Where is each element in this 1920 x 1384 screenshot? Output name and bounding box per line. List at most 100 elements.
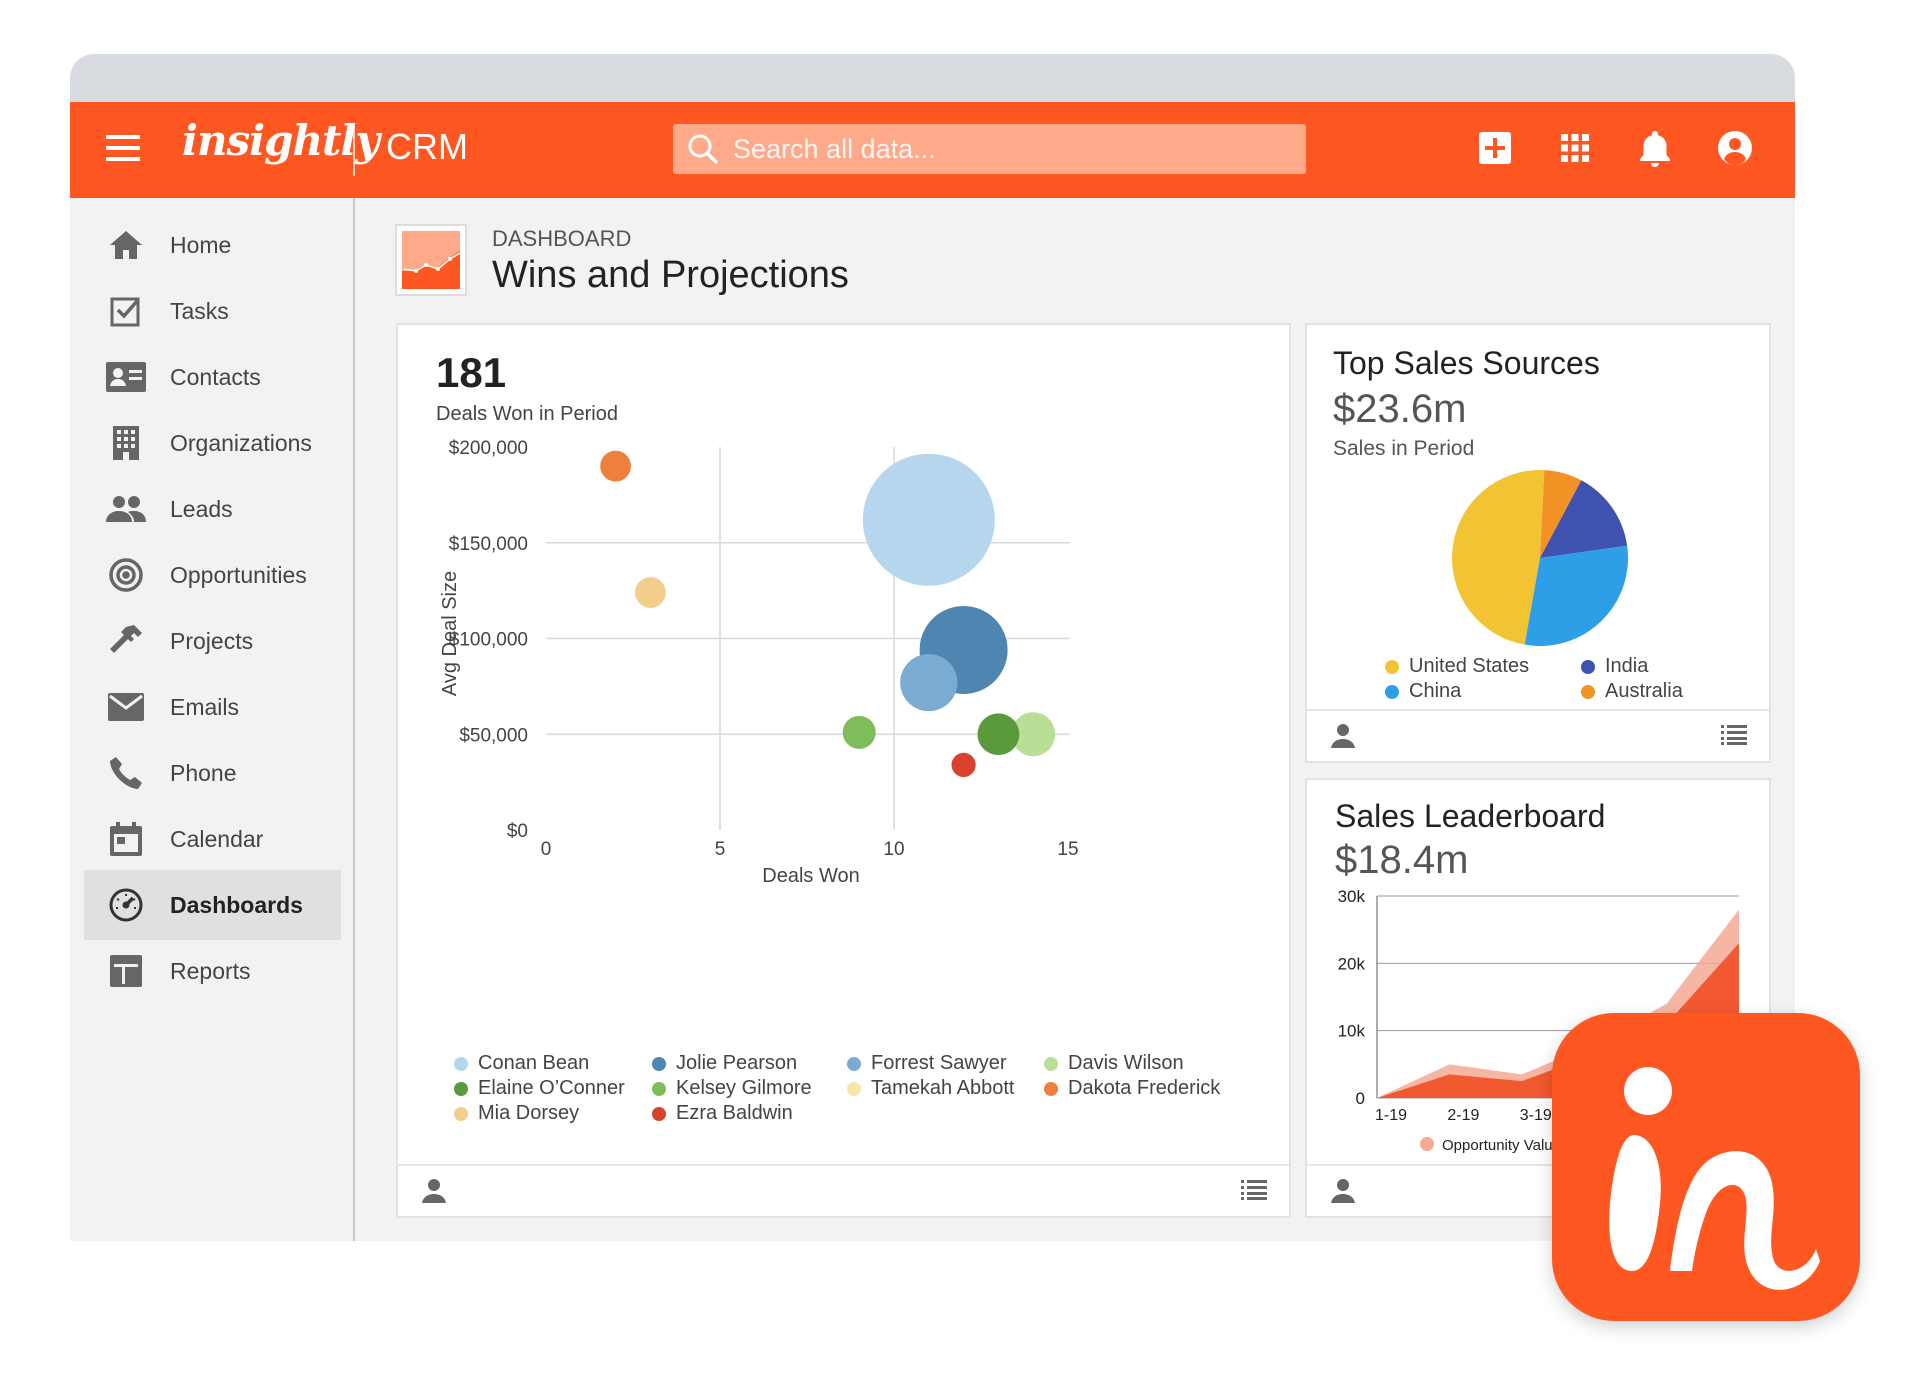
- topbar-divider: [353, 124, 355, 176]
- legend-item-india[interactable]: India: [1581, 655, 1648, 678]
- legend-item-jolie-pearson[interactable]: Jolie Pearson: [652, 1052, 797, 1075]
- search-box[interactable]: [673, 124, 1306, 174]
- pie-slice-australia[interactable]: [1540, 470, 1582, 558]
- account-icon[interactable]: [1715, 128, 1755, 168]
- sales-sources-label: Sales in Period: [1333, 437, 1475, 460]
- user-icon[interactable]: [1329, 1178, 1357, 1204]
- sidebar-item-label: Tasks: [170, 297, 229, 324]
- legend-label: Mia Dorsey: [478, 1102, 580, 1124]
- legend-swatch: [1044, 1056, 1058, 1071]
- sidebar-item-label: Home: [170, 231, 232, 258]
- card-footer: [1307, 709, 1769, 761]
- pie-slice-united-states[interactable]: [1452, 470, 1545, 645]
- x-tick-label: 2-19: [1447, 1107, 1479, 1124]
- bubble-forrest-sawyer[interactable]: [900, 653, 958, 712]
- search-icon: [688, 134, 718, 164]
- x-axis-label: Deals Won: [762, 865, 859, 887]
- sidebar-item-emails[interactable]: Emails: [84, 672, 341, 742]
- legend-swatch: [1581, 684, 1595, 699]
- sidebar-item-label: Emails: [170, 693, 240, 720]
- sidebar-item-tasks[interactable]: Tasks: [84, 276, 341, 346]
- search-input[interactable]: [733, 133, 1273, 165]
- bell-icon[interactable]: [1635, 128, 1675, 168]
- dashboards-icon: [104, 883, 148, 927]
- legend-label: United States: [1409, 655, 1530, 677]
- bubble-dakota-frederick[interactable]: [600, 450, 631, 482]
- leads-icon: [104, 487, 148, 531]
- y-tick-label: $0: [507, 821, 528, 842]
- bubble-mia-dorsey[interactable]: [635, 577, 666, 608]
- legend-item-elaine-o-conner[interactable]: Elaine O’Conner: [454, 1077, 625, 1100]
- sidebar-item-reports[interactable]: Reports: [84, 936, 341, 1006]
- legend-item-conan-bean[interactable]: Conan Bean: [454, 1052, 589, 1075]
- top-bar: insightly CRM: [70, 102, 1795, 198]
- organizations-icon: [104, 421, 148, 465]
- bubble-davis-wilson[interactable]: [1011, 712, 1056, 757]
- sidebar-item-label: Projects: [170, 627, 254, 654]
- top-sales-sources-card: Top Sales Sources $23.6m Sales in Period…: [1305, 323, 1771, 763]
- insightly-in-logo: [1609, 1067, 1820, 1290]
- sidebar-item-label: Phone: [170, 759, 237, 786]
- legend-item-australia[interactable]: Australia: [1581, 680, 1683, 703]
- menu-icon[interactable]: [106, 135, 140, 163]
- legend-label: Dakota Frederick: [1068, 1077, 1221, 1099]
- x-tick-label: 3-19: [1520, 1107, 1552, 1124]
- card-footer: [1307, 1164, 1769, 1216]
- legend-item-kelsey-gilmore[interactable]: Kelsey Gilmore: [652, 1077, 812, 1100]
- bubble-ezra-baldwin[interactable]: [951, 752, 976, 777]
- bubble-conan-bean[interactable]: [862, 453, 995, 586]
- sidebar-item-contacts[interactable]: Contacts: [84, 342, 341, 412]
- legend-label: Australia: [1605, 680, 1683, 702]
- card-title: Top Sales Sources: [1333, 345, 1600, 381]
- bubble-chart: $0 $50,000 $100,000 $150,000 $200,000 0 5 10 15 D…: [439, 438, 1079, 887]
- x-tick-label: 5: [715, 839, 726, 860]
- y-tick-label: 20k: [1338, 954, 1366, 973]
- sidebar-item-leads[interactable]: Leads: [84, 474, 341, 544]
- user-icon[interactable]: [1329, 723, 1357, 749]
- legend-label: Elaine O’Conner: [478, 1077, 625, 1099]
- legend-label: Kelsey Gilmore: [676, 1077, 812, 1099]
- list-icon[interactable]: [1241, 1180, 1267, 1200]
- sidebar-item-calendar[interactable]: Calendar: [84, 804, 341, 874]
- sidebar-item-label: Leads: [170, 495, 233, 522]
- legend-item-davis-wilson[interactable]: Davis Wilson: [1044, 1052, 1184, 1075]
- user-icon[interactable]: [420, 1178, 448, 1204]
- bubble-elaine-o-conner[interactable]: [977, 713, 1020, 756]
- pie-slice-china[interactable]: [1524, 545, 1628, 646]
- tasks-icon: [104, 289, 148, 333]
- main-content: DASHBOARD Wins and Projections 181 Deals…: [357, 198, 1795, 1241]
- app-window: insightly CRM Home: [70, 54, 1795, 1241]
- x-tick-label: 0: [541, 839, 552, 860]
- sidebar-item-home[interactable]: Home: [84, 210, 341, 280]
- contacts-icon: [104, 355, 148, 399]
- legend-item-dakota-frederick[interactable]: Dakota Frederick: [1044, 1077, 1220, 1100]
- sidebar: Home Tasks Contacts Organizations Leads …: [70, 198, 355, 1241]
- topbar-actions: [1475, 128, 1755, 168]
- window-titlebar: [70, 54, 1795, 102]
- list-icon[interactable]: [1721, 725, 1747, 745]
- sidebar-item-label: Organizations: [170, 429, 312, 456]
- sidebar-item-projects[interactable]: Projects: [84, 606, 341, 676]
- legend-item-china[interactable]: China: [1385, 680, 1461, 703]
- sidebar-item-opportunities[interactable]: Opportunities: [84, 540, 341, 610]
- sidebar-item-label: Contacts: [170, 363, 261, 390]
- legend-item-mia-dorsey[interactable]: Mia Dorsey: [454, 1102, 579, 1125]
- sidebar-item-dashboards[interactable]: Dashboards: [84, 870, 341, 940]
- legend-item-tamekah-abbott[interactable]: Tamekah Abbott: [847, 1077, 1014, 1100]
- add-icon[interactable]: [1475, 128, 1515, 168]
- legend-item-ezra-baldwin[interactable]: Ezra Baldwin: [652, 1102, 793, 1125]
- y-tick-label: 0: [1356, 1089, 1365, 1108]
- legend-swatch: [454, 1106, 468, 1121]
- pie-slice-india[interactable]: [1540, 480, 1628, 558]
- legend-swatch: [1581, 659, 1595, 674]
- legend-item-forrest-sawyer[interactable]: Forrest Sawyer: [847, 1052, 1007, 1075]
- sidebar-item-phone[interactable]: Phone: [84, 738, 341, 808]
- sidebar-item-organizations[interactable]: Organizations: [84, 408, 341, 478]
- apps-grid-icon[interactable]: [1555, 128, 1595, 168]
- legend-label: Opportunity Valu: [1442, 1137, 1553, 1154]
- legend-label: China: [1409, 680, 1462, 702]
- bubble-kelsey-gilmore[interactable]: [842, 715, 876, 749]
- legend-item-united-states[interactable]: United States: [1385, 655, 1529, 678]
- deals-won-label: Deals Won in Period: [436, 403, 618, 425]
- legend-label: India: [1605, 655, 1649, 677]
